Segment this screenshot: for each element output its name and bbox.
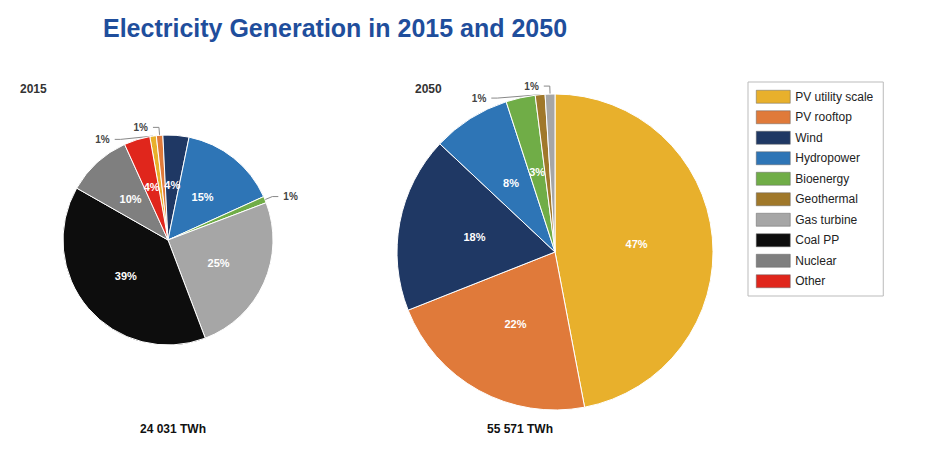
svg-text:15%: 15% bbox=[192, 191, 214, 203]
svg-text:Other: Other bbox=[795, 274, 825, 288]
svg-text:1%: 1% bbox=[472, 93, 487, 104]
svg-text:4%: 4% bbox=[144, 181, 160, 193]
svg-text:22%: 22% bbox=[504, 318, 526, 330]
svg-text:8%: 8% bbox=[503, 177, 519, 189]
svg-text:2015: 2015 bbox=[20, 82, 47, 96]
svg-text:Gas turbine: Gas turbine bbox=[795, 213, 857, 227]
svg-text:Coal PP: Coal PP bbox=[795, 233, 839, 247]
svg-text:24 031 TWh: 24 031 TWh bbox=[140, 422, 206, 436]
svg-text:47%: 47% bbox=[626, 238, 648, 250]
svg-text:Nuclear: Nuclear bbox=[795, 254, 836, 268]
svg-text:1%: 1% bbox=[95, 134, 110, 145]
svg-text:1%: 1% bbox=[283, 191, 298, 202]
svg-text:1%: 1% bbox=[524, 81, 539, 92]
svg-text:Bioenergy: Bioenergy bbox=[795, 172, 849, 186]
svg-text:3%: 3% bbox=[529, 166, 545, 178]
svg-text:55 571 TWh: 55 571 TWh bbox=[487, 422, 553, 436]
svg-text:4%: 4% bbox=[164, 179, 180, 191]
svg-text:Geothermal: Geothermal bbox=[795, 192, 858, 206]
svg-text:10%: 10% bbox=[120, 193, 142, 205]
svg-text:39%: 39% bbox=[115, 270, 137, 282]
svg-text:2050: 2050 bbox=[415, 82, 442, 96]
svg-text:PV rooftop: PV rooftop bbox=[795, 110, 852, 124]
svg-text:Electricity Generation in 2015: Electricity Generation in 2015 and 2050 bbox=[103, 14, 567, 42]
svg-text:Wind: Wind bbox=[795, 131, 822, 145]
svg-text:PV utility scale: PV utility scale bbox=[795, 90, 873, 104]
svg-text:18%: 18% bbox=[463, 231, 485, 243]
svg-text:25%: 25% bbox=[208, 257, 230, 269]
svg-text:1%: 1% bbox=[133, 122, 148, 133]
svg-text:Hydropower: Hydropower bbox=[795, 151, 860, 165]
